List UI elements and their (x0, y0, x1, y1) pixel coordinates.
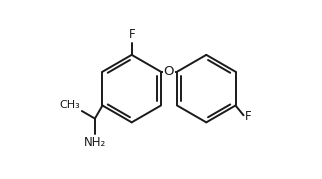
Text: F: F (245, 110, 252, 123)
Text: F: F (128, 28, 135, 41)
Text: CH₃: CH₃ (59, 100, 80, 110)
Text: NH₂: NH₂ (84, 136, 106, 149)
Text: O: O (164, 65, 174, 78)
